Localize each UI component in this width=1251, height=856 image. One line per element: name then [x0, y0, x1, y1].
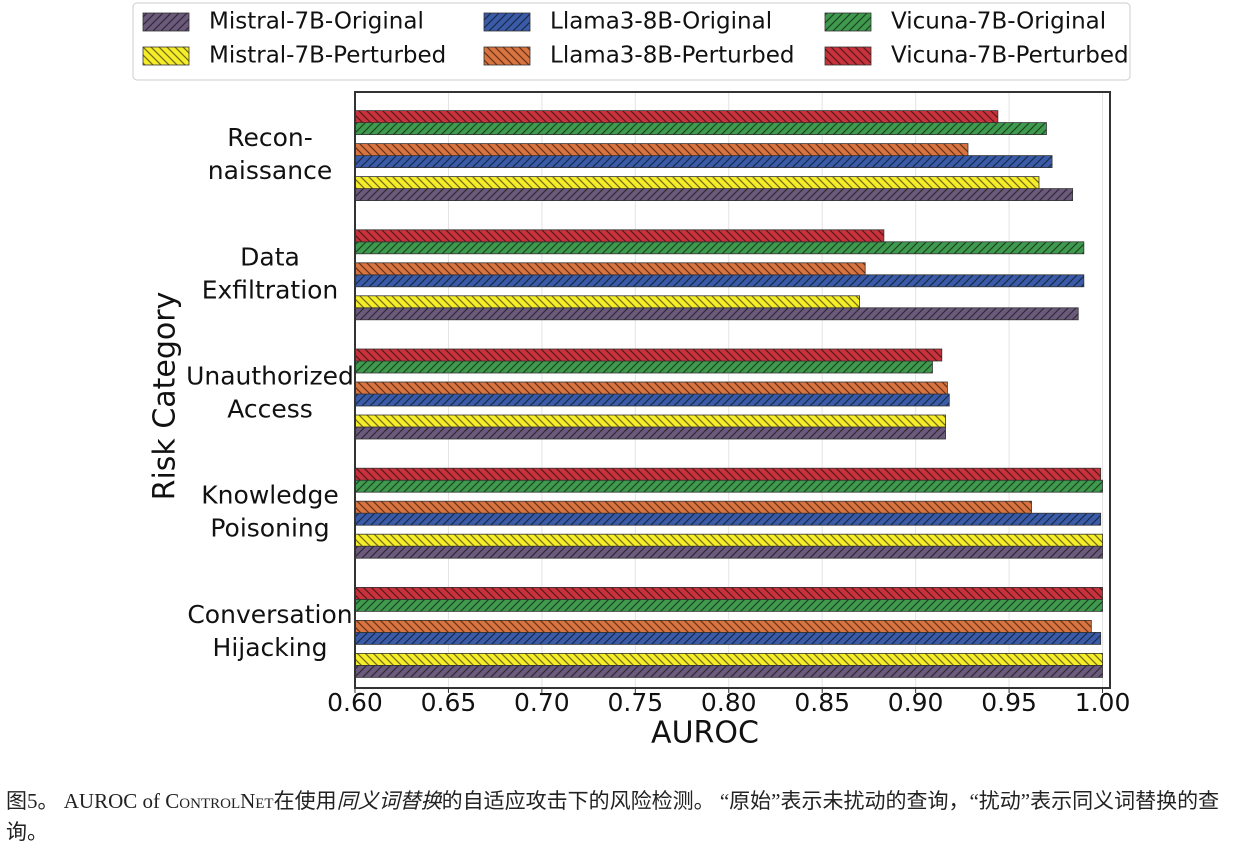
- bar: [354, 241, 1085, 255]
- caption-italic: 同义词替换: [336, 789, 442, 813]
- bar: [354, 599, 1103, 612]
- legend-label: Vicuna-7B-Perturbed: [891, 43, 1129, 69]
- x-tick-label: 0.90: [888, 688, 944, 717]
- bar: [354, 533, 1103, 547]
- caption: 图5。 AUROC of ControlNet在使用同义词替换的自适应攻击下的风…: [6, 786, 1246, 848]
- bar: [354, 545, 1103, 559]
- y-tick-label: Conversation Hijacking: [187, 600, 352, 662]
- caption-figure: 图5。: [6, 789, 59, 813]
- bar: [354, 122, 1047, 135]
- y-tick-label: Recon-naissance: [208, 123, 332, 185]
- bar: [354, 393, 950, 407]
- caption-model: ControlNet: [165, 789, 274, 813]
- bar: [354, 381, 948, 395]
- bar: [354, 665, 1103, 678]
- x-tick-label: 0.65: [421, 688, 477, 717]
- bar: [354, 188, 1074, 202]
- y-tick-label: Data Exfiltration: [202, 242, 339, 304]
- bar: [354, 414, 946, 428]
- legend-swatch: [142, 46, 190, 66]
- plot-frame: [354, 91, 1111, 689]
- bar: [354, 620, 1092, 633]
- bar: [354, 360, 933, 374]
- bar: [354, 262, 866, 276]
- legend-swatch: [483, 46, 531, 66]
- x-tick-label: 1.00: [1075, 688, 1131, 717]
- x-tick-label: 0.60: [327, 688, 383, 717]
- bar: [354, 632, 1102, 645]
- bar: [354, 229, 885, 243]
- x-axis-label: AUROC: [651, 716, 759, 751]
- x-tick-label: 0.75: [607, 688, 663, 717]
- caption-text: AUROC of: [58, 789, 166, 813]
- x-tick-label: 0.85: [794, 688, 850, 717]
- bar: [354, 500, 1032, 514]
- legend-swatch: [483, 12, 531, 32]
- legend-label: Mistral-7B-Perturbed: [209, 43, 446, 69]
- bar: [354, 274, 1085, 288]
- y-axis-label: Risk Category: [148, 292, 183, 501]
- legend-label: Vicuna-7B-Original: [891, 9, 1106, 35]
- legend-label: Mistral-7B-Original: [209, 9, 424, 35]
- y-tick-label: Knowledge Poisoning: [201, 481, 338, 543]
- x-tick-label: 0.80: [701, 688, 757, 717]
- y-tick-label: Unauthorized Access: [186, 362, 354, 424]
- bar: [354, 653, 1103, 666]
- x-tick-label: 0.70: [514, 688, 570, 717]
- legend-box: [132, 2, 1131, 81]
- legend-label: Llama3-8B-Perturbed: [550, 43, 795, 69]
- legend-swatch: [824, 46, 872, 66]
- bar: [354, 143, 969, 157]
- chart: AUROC Risk Category 0.60 0.65 0.70 0.75 0.80…: [132, 2, 1131, 751]
- caption-text: 的自适应攻击下的风险检测。 “原始”表示未扰动的查询，“扰动”表示同义词替换的查…: [6, 789, 1220, 844]
- bar: [354, 479, 1103, 493]
- bar: [354, 348, 943, 362]
- legend-label: Llama3-8B-Original: [550, 9, 772, 35]
- bar: [354, 176, 1040, 190]
- caption-text: 在使用: [273, 789, 337, 813]
- bar: [354, 155, 1053, 169]
- bar: [354, 512, 1102, 526]
- legend-swatch: [824, 12, 872, 32]
- bar: [354, 587, 1103, 600]
- bar: [354, 426, 946, 440]
- bar: [354, 467, 1102, 481]
- x-tick-label: 0.95: [981, 688, 1037, 717]
- bar: [354, 110, 999, 123]
- bar: [354, 307, 1079, 321]
- bar: [354, 295, 860, 309]
- legend-swatch: [142, 12, 190, 32]
